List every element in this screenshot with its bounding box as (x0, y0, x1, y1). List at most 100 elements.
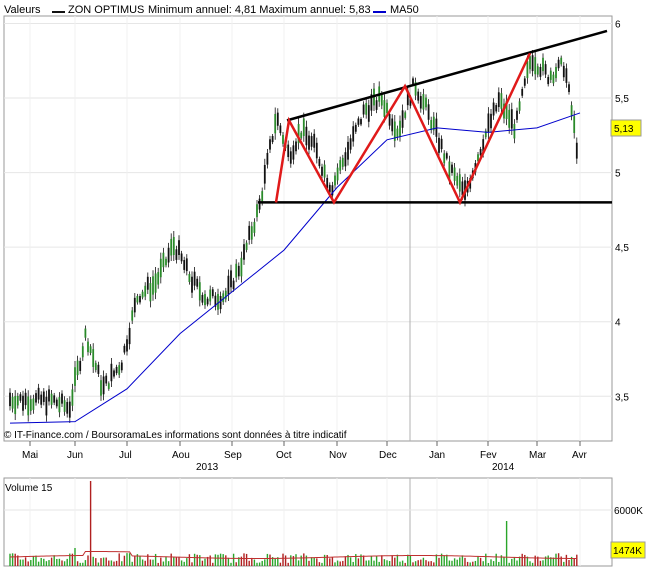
candle-body (331, 185, 334, 196)
volume-bar (378, 561, 380, 566)
volume-bar (118, 553, 120, 566)
volume-bar (537, 556, 539, 566)
volume-bar (230, 562, 232, 566)
volume-bar (227, 557, 230, 566)
volume-bar (17, 555, 19, 566)
volume-bar (136, 554, 139, 566)
candle-body (274, 113, 277, 134)
candle-body (144, 285, 147, 297)
x-tick-label: Sep (224, 450, 242, 461)
candle-body (94, 362, 97, 371)
candle-body (11, 396, 14, 409)
candle-body (9, 392, 11, 407)
volume-bar (427, 561, 430, 566)
candle-body (271, 135, 274, 143)
candle-body (240, 257, 243, 277)
volume-bar (76, 561, 79, 566)
volume-bar (381, 555, 383, 566)
volume-bar (555, 553, 557, 566)
volume-bar (235, 562, 237, 566)
volume-bar (69, 553, 71, 566)
volume-bar (240, 556, 243, 566)
candle-body (123, 345, 126, 353)
candle-body (154, 273, 157, 293)
volume-bar (222, 554, 224, 566)
volume-bar (232, 553, 235, 566)
candle-body (568, 84, 570, 93)
volume-bar (342, 560, 344, 566)
candle-body (362, 104, 365, 115)
volume-bar (61, 560, 63, 566)
volume-bar (568, 559, 570, 566)
candle-body (349, 138, 352, 150)
candle-body (565, 68, 568, 83)
price-plot-area (3, 15, 613, 442)
volume-bar (170, 553, 172, 566)
candle-body (178, 240, 180, 255)
candle-body (508, 109, 511, 128)
candle-body (263, 164, 266, 184)
volume-bar (115, 560, 118, 566)
candle-body (115, 366, 118, 374)
volume-bar (183, 561, 185, 566)
volume-bar (225, 555, 227, 566)
volume-title: Volume 15 (5, 483, 53, 494)
volume-bar (193, 553, 196, 566)
candle-body (427, 104, 430, 120)
candle-body (266, 152, 269, 165)
volume-bar (110, 560, 113, 566)
volume-last-badge (610, 541, 646, 559)
candle-body (126, 339, 128, 352)
pattern-zigzag (274, 52, 532, 206)
volume-bar (256, 562, 258, 566)
candle-body (196, 278, 199, 287)
candle-body (237, 265, 240, 277)
candle-body (24, 392, 27, 406)
y-tick-label: 4,5 (615, 243, 629, 254)
y-tick-label: 5,5 (615, 94, 629, 105)
volume-bar (401, 560, 404, 566)
volume-bar (53, 555, 55, 566)
candle-body (417, 91, 420, 101)
volume-bar (388, 561, 391, 566)
candle-body (235, 263, 238, 278)
y-tick-label: 6 (615, 19, 621, 30)
volume-bar (316, 558, 318, 566)
volume-bar (547, 555, 549, 566)
candle-body (490, 113, 492, 129)
candle-body (339, 160, 342, 171)
volume-bar (513, 557, 516, 566)
volume-bar (217, 554, 219, 566)
volume-bar (396, 554, 399, 566)
volume-bar (355, 554, 357, 566)
candle-body (357, 118, 360, 125)
candle-body (185, 258, 188, 272)
candle-body (58, 397, 61, 413)
volume-bar (500, 555, 503, 566)
volume-bar (277, 557, 279, 566)
candle-body (305, 126, 308, 146)
candle-body (258, 198, 261, 210)
candle-body (105, 375, 108, 384)
candle-body (492, 102, 495, 116)
candle-body (547, 77, 550, 85)
volume-bar (518, 556, 521, 566)
volume-bar (165, 556, 167, 566)
candle-body (66, 402, 69, 414)
candle-body (74, 367, 76, 386)
ma50-swatch (373, 11, 386, 13)
volume-bar (126, 553, 128, 566)
candle-body (136, 295, 139, 303)
candle-body (521, 88, 524, 96)
candle-body (230, 270, 232, 288)
volume-bar (9, 553, 11, 566)
volume-bar (349, 557, 352, 566)
volume-bar (214, 554, 217, 566)
candle-body (370, 94, 373, 111)
volume-bar (336, 560, 339, 566)
volume-bar (347, 554, 349, 566)
legend-series-name: ZON OPTIMUS (68, 4, 145, 16)
volume-bar (206, 556, 209, 566)
candle-body (516, 110, 518, 120)
volume-bar (422, 557, 425, 566)
